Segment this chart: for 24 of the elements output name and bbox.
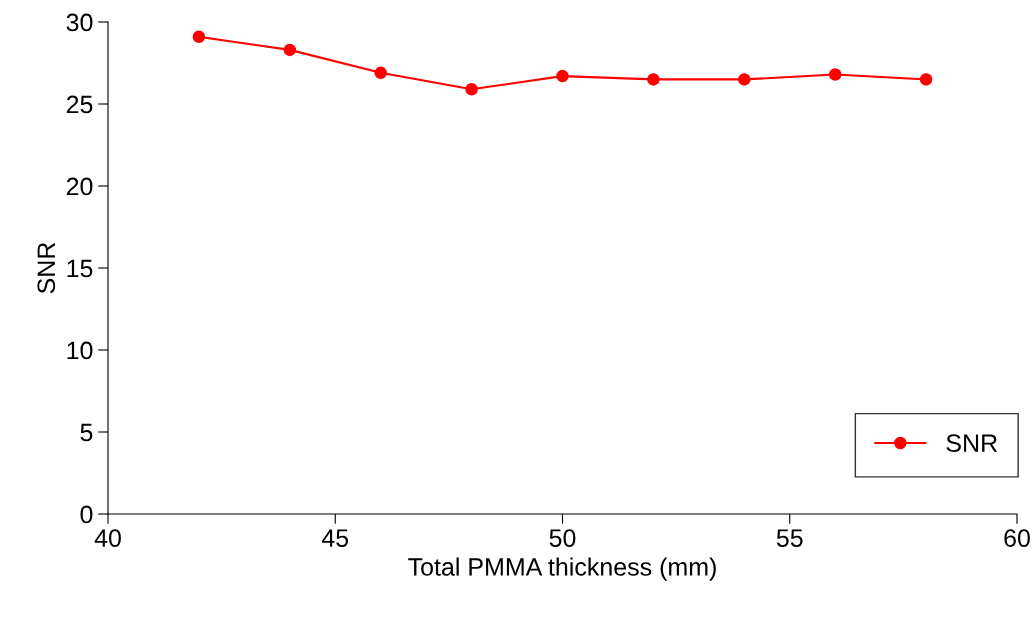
y-tick-label: 20 (66, 177, 93, 196)
y-tick-label: 15 (67, 259, 93, 278)
y-tick-label: 0 (80, 505, 93, 524)
point (465, 82, 478, 96)
y-tick-label: 10 (67, 341, 93, 360)
legend-label: SNR (946, 434, 997, 452)
point (283, 43, 297, 57)
x-tick-label: 45 (321, 529, 349, 547)
x-axis-title: Total PMMA thickness (mm) (408, 557, 716, 581)
x-tick-label: 60 (1004, 529, 1030, 547)
point (556, 69, 569, 83)
point (647, 73, 660, 86)
y-tick-label: 25 (66, 95, 93, 114)
x-tick-label: 55 (776, 529, 803, 547)
point (828, 68, 842, 81)
point (919, 73, 933, 86)
point (192, 30, 206, 44)
y-tick-label: 30 (66, 13, 93, 32)
y-axis-title: SNR (37, 242, 56, 294)
point (738, 73, 751, 86)
y-tick-label: 5 (80, 423, 93, 442)
x-tick-label: 40 (94, 529, 121, 547)
x-tick-label: 50 (549, 529, 576, 547)
point (374, 66, 387, 80)
